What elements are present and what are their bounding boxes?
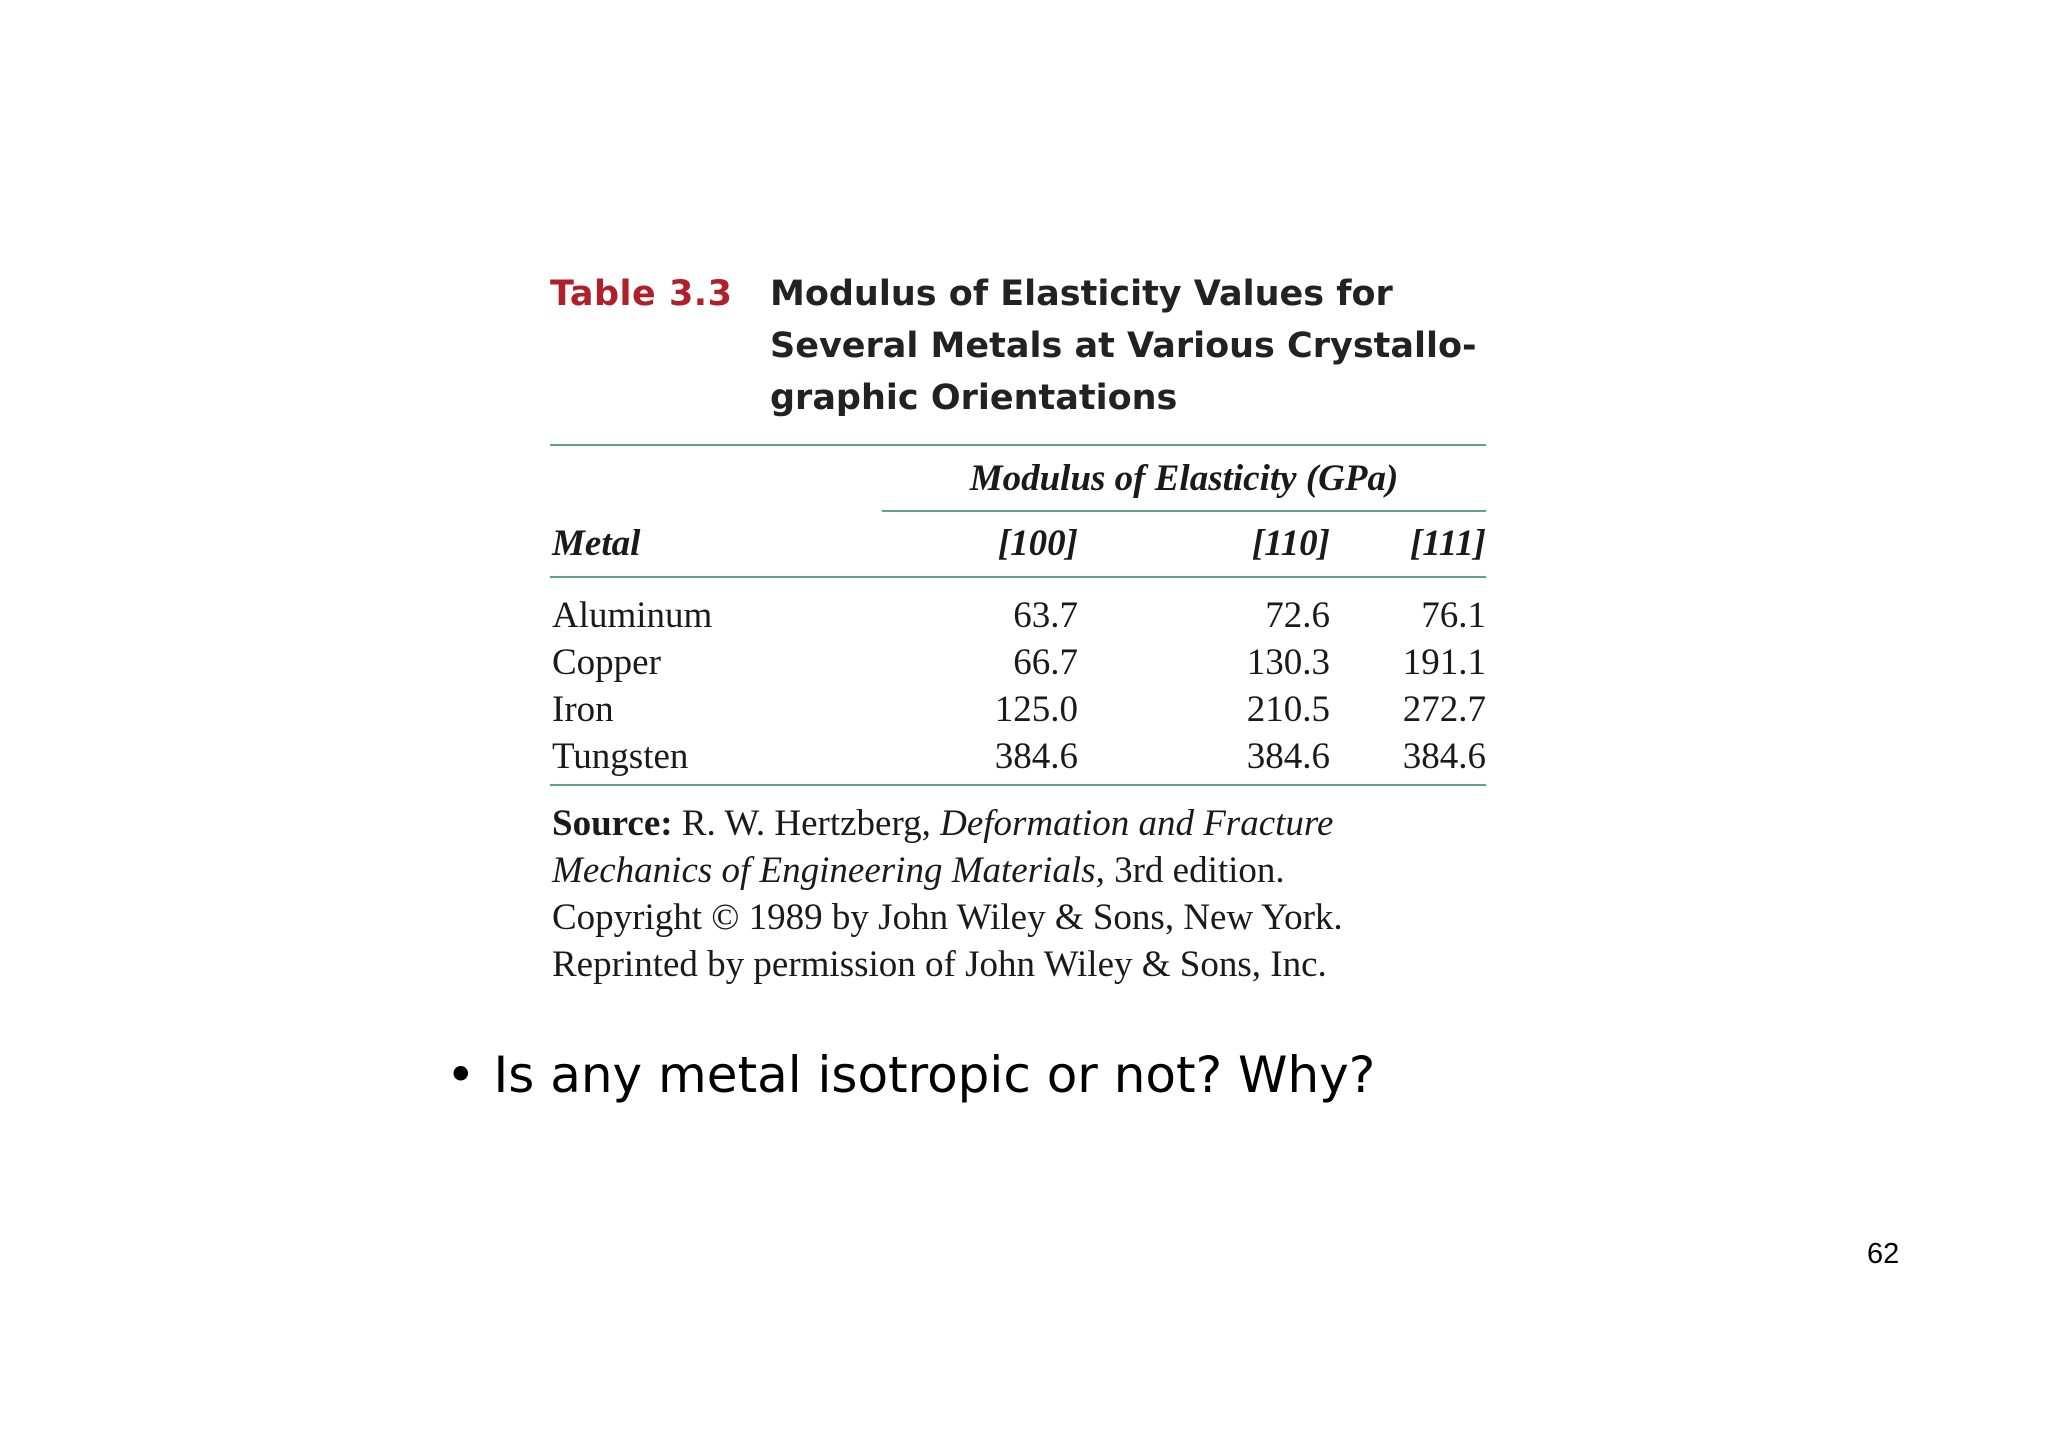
source-line: Reprinted by permission of John Wiley & … — [552, 944, 1327, 985]
column-header-111: [111] — [1409, 523, 1486, 564]
bullet-question: • Is any metal isotropic or not? Why? — [446, 1040, 1375, 1110]
bullet-marker: • — [446, 1046, 476, 1104]
modulus-table-figure: Table 3.3 Modulus of Elasticity Values f… — [550, 268, 1486, 988]
cell-metal: Aluminum — [552, 595, 713, 636]
column-header-100: [100] — [997, 523, 1078, 564]
table-title: Modulus of Elasticity Values for Several… — [770, 268, 1486, 424]
table-source-note: Source: R. W. Hertzberg, Deformation and… — [550, 800, 1486, 988]
cell-111: 384.6 — [1402, 736, 1486, 777]
cell-100: 125.0 — [994, 689, 1078, 730]
table-number: Table 3.3 — [550, 274, 733, 314]
column-header-row: Metal [100] [110] [111] — [550, 512, 1486, 576]
bullet-text: Is any metal isotropic or not? Why? — [493, 1046, 1376, 1104]
table-row: Copper 66.7 130.3 191.1 — [550, 639, 1486, 686]
cell-110: 130.3 — [1246, 642, 1330, 683]
cell-111: 76.1 — [1421, 595, 1486, 636]
table-bottom-rule — [550, 784, 1486, 786]
page-number: 62 — [1867, 1238, 1900, 1270]
table-title-line: Modulus of Elasticity Values for — [770, 274, 1393, 314]
column-header-110: [110] — [1251, 523, 1330, 564]
cell-111: 272.7 — [1402, 689, 1486, 730]
source-edition: 3rd edition. — [1114, 850, 1285, 891]
source-book-title: Deformation and Fracture — [940, 803, 1334, 844]
table-title-line: graphic Orientations — [770, 378, 1178, 418]
group-header-label: Modulus of Elasticity (GPa) — [882, 446, 1486, 512]
cell-110: 210.5 — [1246, 689, 1330, 730]
header-rule — [550, 576, 1486, 578]
cell-metal: Copper — [552, 642, 661, 683]
cell-100: 66.7 — [1013, 642, 1078, 683]
table-row: Iron 125.0 210.5 272.7 — [550, 686, 1486, 733]
source-book-title: Mechanics of Engineering Materials, — [552, 850, 1105, 891]
cell-111: 191.1 — [1402, 642, 1486, 683]
cell-metal: Iron — [552, 689, 614, 730]
cell-metal: Tungsten — [552, 736, 689, 777]
column-header-metal: Metal — [552, 523, 641, 564]
cell-100: 63.7 — [1013, 595, 1078, 636]
table-row: Tungsten 384.6 384.6 384.6 — [550, 733, 1486, 780]
source-line: Source: R. W. Hertzberg, Deformation and… — [552, 800, 1486, 847]
group-header-row: Modulus of Elasticity (GPa) — [550, 446, 1486, 512]
table-body: Aluminum 63.7 72.6 76.1 Copper 66.7 130.… — [550, 578, 1486, 784]
table-title-line: Several Metals at Various Crystallo- — [770, 326, 1477, 366]
cell-110: 384.6 — [1246, 736, 1330, 777]
table-row: Aluminum 63.7 72.6 76.1 — [550, 592, 1486, 639]
source-label: Source: — [552, 803, 673, 844]
source-line: Copyright © 1989 by John Wiley & Sons, N… — [552, 897, 1343, 938]
cell-110: 72.6 — [1265, 595, 1330, 636]
source-line: Mechanics of Engineering Materials, 3rd … — [552, 847, 1486, 894]
cell-100: 384.6 — [994, 736, 1078, 777]
source-author: R. W. Hertzberg, — [681, 803, 931, 844]
table-heading: Table 3.3 Modulus of Elasticity Values f… — [550, 268, 1486, 424]
table-top-rule — [550, 444, 1486, 446]
